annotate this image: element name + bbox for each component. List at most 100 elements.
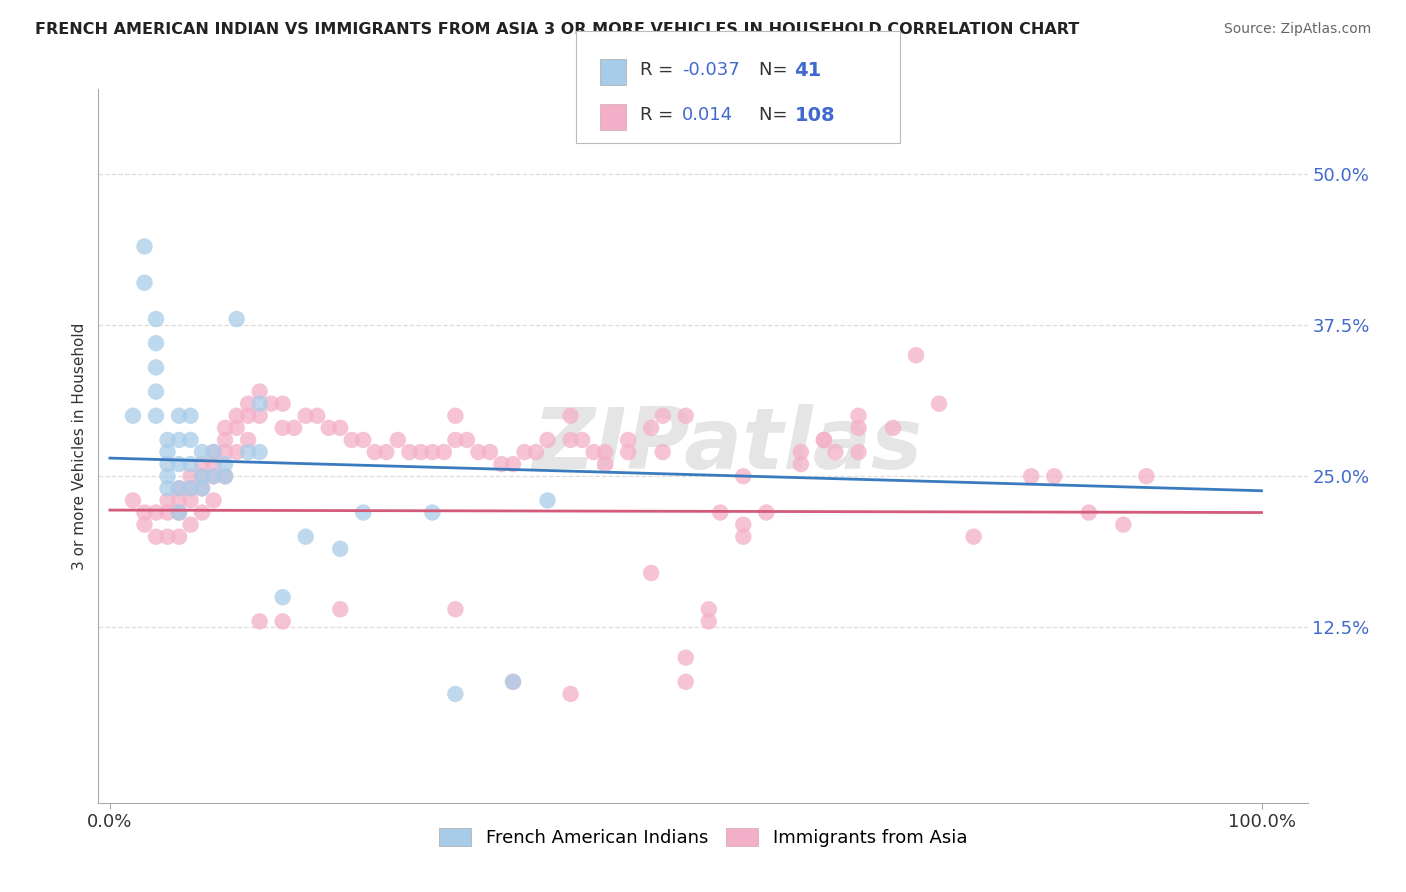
Point xyxy=(202,469,225,483)
Point xyxy=(145,384,167,399)
Point xyxy=(167,530,190,544)
Point xyxy=(214,457,236,471)
Point xyxy=(225,421,247,435)
Point xyxy=(307,409,329,423)
Point xyxy=(697,615,720,629)
Point xyxy=(214,421,236,435)
Point xyxy=(191,506,214,520)
Point xyxy=(422,445,444,459)
Point xyxy=(156,506,179,520)
Point xyxy=(167,506,190,520)
Text: 108: 108 xyxy=(794,106,835,125)
Point xyxy=(444,409,467,423)
Text: ZIPatlas: ZIPatlas xyxy=(531,404,922,488)
Point xyxy=(536,433,558,447)
Point xyxy=(191,469,214,483)
Text: 0.014: 0.014 xyxy=(682,106,733,124)
Point xyxy=(651,409,673,423)
Point xyxy=(433,445,456,459)
Point xyxy=(191,481,214,495)
Point xyxy=(733,530,755,544)
Point xyxy=(134,239,156,253)
Point xyxy=(202,493,225,508)
Point xyxy=(294,409,316,423)
Point xyxy=(905,348,928,362)
Point xyxy=(236,433,259,447)
Point xyxy=(387,433,409,447)
Point xyxy=(134,506,156,520)
Point xyxy=(352,433,374,447)
Point xyxy=(236,397,259,411)
Point xyxy=(502,457,524,471)
Point xyxy=(675,674,697,689)
Point xyxy=(236,409,259,423)
Point xyxy=(755,506,778,520)
Point xyxy=(848,409,870,423)
Point xyxy=(249,615,271,629)
Point xyxy=(145,506,167,520)
Point xyxy=(593,445,616,459)
Point xyxy=(167,433,190,447)
Point xyxy=(364,445,387,459)
Point xyxy=(848,445,870,459)
Text: 41: 41 xyxy=(794,61,821,79)
Point xyxy=(156,469,179,483)
Point xyxy=(156,530,179,544)
Point xyxy=(560,433,582,447)
Point xyxy=(214,445,236,459)
Point xyxy=(191,457,214,471)
Point xyxy=(813,433,835,447)
Point xyxy=(733,517,755,532)
Point xyxy=(444,433,467,447)
Point xyxy=(651,445,673,459)
Point xyxy=(202,445,225,459)
Point xyxy=(156,493,179,508)
Point xyxy=(640,566,662,580)
Point xyxy=(1019,469,1042,483)
Text: N=: N= xyxy=(759,106,793,124)
Point xyxy=(1112,517,1135,532)
Point xyxy=(145,336,167,351)
Point xyxy=(513,445,536,459)
Point xyxy=(848,421,870,435)
Point xyxy=(167,493,190,508)
Point xyxy=(249,384,271,399)
Text: -0.037: -0.037 xyxy=(682,62,740,79)
Point xyxy=(271,421,294,435)
Point xyxy=(422,506,444,520)
Point xyxy=(180,481,202,495)
Point xyxy=(225,445,247,459)
Text: R =: R = xyxy=(640,106,679,124)
Point xyxy=(236,445,259,459)
Point xyxy=(191,445,214,459)
Point xyxy=(352,506,374,520)
Point xyxy=(467,445,489,459)
Point xyxy=(294,530,316,544)
Point xyxy=(145,409,167,423)
Legend: French American Indians, Immigrants from Asia: French American Indians, Immigrants from… xyxy=(432,821,974,855)
Point xyxy=(202,445,225,459)
Point xyxy=(582,445,605,459)
Point xyxy=(409,445,432,459)
Point xyxy=(167,409,190,423)
Point xyxy=(167,457,190,471)
Point xyxy=(260,397,283,411)
Point xyxy=(1043,469,1066,483)
Point xyxy=(571,433,593,447)
Point xyxy=(145,312,167,326)
Point xyxy=(225,312,247,326)
Point xyxy=(962,530,984,544)
Point xyxy=(191,481,214,495)
Point xyxy=(271,397,294,411)
Point xyxy=(318,421,340,435)
Point xyxy=(271,590,294,604)
Point xyxy=(249,397,271,411)
Point xyxy=(134,517,156,532)
Point xyxy=(167,481,190,495)
Point xyxy=(617,433,640,447)
Point xyxy=(145,530,167,544)
Point xyxy=(167,506,190,520)
Point xyxy=(145,360,167,375)
Point xyxy=(928,397,950,411)
Point xyxy=(283,421,305,435)
